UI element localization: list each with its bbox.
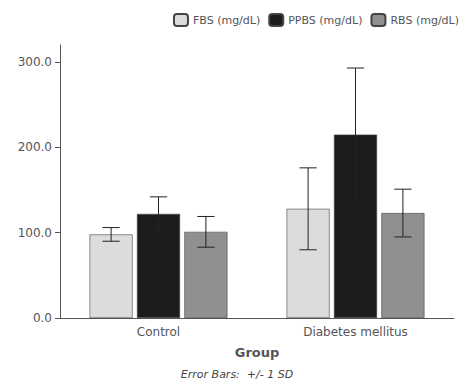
svg-text:FBS (mg/dL): FBS (mg/dL) [193,14,260,27]
svg-text:0.0: 0.0 [33,311,52,325]
svg-text:300.0: 300.0 [18,55,52,69]
svg-text:PPBS (mg/dL): PPBS (mg/dL) [288,14,362,27]
svg-text:200.0: 200.0 [18,140,52,154]
svg-text:Error Bars: +/- 1 SD: Error Bars: +/- 1 SD [181,368,293,381]
svg-text:Diabetes mellitus: Diabetes mellitus [303,325,408,339]
svg-text:RBS (mg/dL): RBS (mg/dL) [390,14,459,27]
svg-text:Group: Group [235,345,280,360]
svg-text:Control: Control [137,325,180,339]
svg-text:100.0: 100.0 [18,226,52,240]
